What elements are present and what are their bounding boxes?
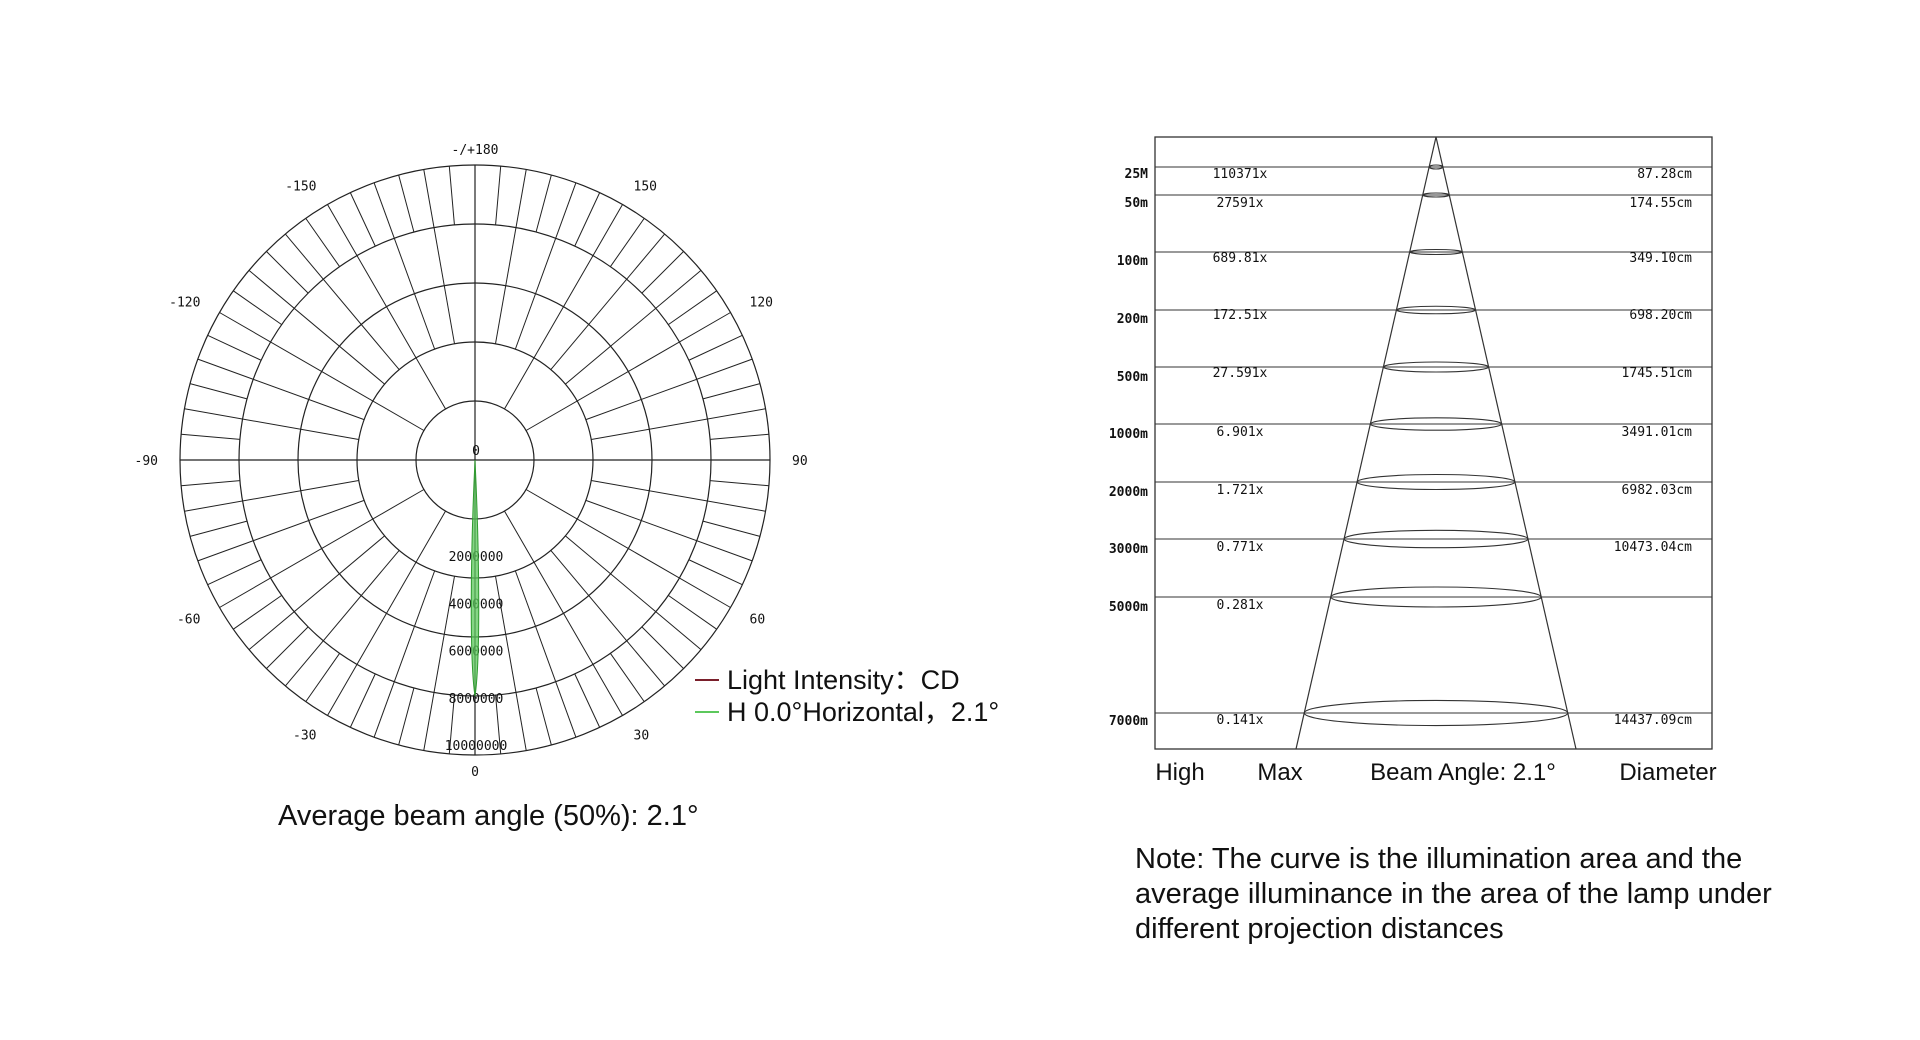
legend-label: Light Intensity：CD bbox=[727, 665, 960, 695]
radial-grid-line bbox=[514, 570, 577, 738]
radial-grid-line bbox=[189, 383, 248, 400]
radial-grid-line bbox=[266, 626, 309, 669]
radial-grid-line bbox=[550, 550, 666, 687]
radial-grid-line bbox=[305, 218, 341, 267]
radial-grid-line bbox=[710, 480, 769, 487]
angle-tick-label: -150 bbox=[285, 179, 316, 194]
angle-tick-label: -90 bbox=[135, 454, 158, 469]
angle-tick-label: -120 bbox=[169, 296, 200, 311]
average-beam-angle-caption: Average beam angle (50%): 2.1° bbox=[278, 800, 699, 832]
radial-grid-line bbox=[398, 687, 415, 746]
radial-grid-line bbox=[710, 433, 769, 440]
radial-tick-label: 0 bbox=[472, 444, 480, 459]
radial-grid-line bbox=[641, 626, 684, 669]
angle-tick-label: 150 bbox=[634, 179, 657, 194]
angle-tick-label: -/+180 bbox=[452, 143, 499, 158]
radial-grid-line bbox=[565, 535, 702, 651]
radial-grid-line bbox=[248, 535, 385, 651]
angle-tick-label: -30 bbox=[293, 729, 316, 744]
radial-grid-line bbox=[688, 559, 743, 586]
radial-grid-line bbox=[349, 192, 376, 247]
radial-grid-line bbox=[181, 480, 240, 487]
cone-note: Note: The curve is the illumination area… bbox=[1135, 843, 1772, 945]
radial-grid-line bbox=[494, 576, 527, 751]
radial-grid-line bbox=[585, 499, 753, 562]
radial-grid-line bbox=[609, 218, 645, 267]
radial-grid-line bbox=[495, 695, 502, 754]
radial-grid-line bbox=[668, 290, 717, 326]
radial-grid-line bbox=[197, 499, 365, 562]
radial-grid-line bbox=[535, 174, 552, 233]
radial-tick-label: 10000000 bbox=[445, 739, 508, 754]
radial-grid-line bbox=[423, 169, 456, 344]
radial-grid-line bbox=[641, 251, 684, 294]
radial-grid-line bbox=[668, 594, 717, 630]
radial-grid-line bbox=[550, 233, 666, 370]
radial-grid-line bbox=[535, 687, 552, 746]
radial-grid-line bbox=[495, 166, 502, 225]
radial-grid-line bbox=[565, 269, 702, 385]
legend-label: H 0.0°Horizontal，2.1° bbox=[727, 697, 999, 727]
radial-grid-line bbox=[197, 358, 365, 421]
radial-grid-line bbox=[398, 174, 415, 233]
radial-grid-line bbox=[181, 433, 240, 440]
radial-grid-line bbox=[591, 479, 766, 512]
radial-grid-line bbox=[184, 479, 359, 512]
radial-grid-line bbox=[494, 169, 527, 344]
radial-grid-line bbox=[574, 192, 601, 247]
radial-grid-line bbox=[189, 520, 248, 537]
radial-grid-line bbox=[609, 653, 645, 702]
angle-tick-label: 60 bbox=[750, 613, 766, 628]
radial-grid-line bbox=[349, 673, 376, 728]
radial-grid-line bbox=[284, 233, 400, 370]
angle-tick-label: 120 bbox=[750, 296, 773, 311]
radial-grid-line bbox=[373, 182, 436, 350]
angle-tick-label: 30 bbox=[634, 729, 650, 744]
radial-grid-line bbox=[423, 576, 456, 751]
beam-lobe bbox=[470, 459, 480, 697]
radial-grid-line bbox=[207, 334, 262, 361]
radial-grid-line bbox=[233, 594, 282, 630]
radial-grid-line bbox=[305, 653, 341, 702]
radial-grid-line bbox=[448, 166, 455, 225]
angle-tick-label: 0 bbox=[471, 765, 479, 780]
angle-tick-label: 90 bbox=[792, 454, 808, 469]
radial-grid-line bbox=[373, 570, 436, 738]
angle-tick-label: -60 bbox=[177, 613, 200, 628]
radial-grid-line bbox=[207, 559, 262, 586]
radial-grid-line bbox=[233, 290, 282, 326]
polar-ring bbox=[179, 164, 771, 756]
radial-grid-line bbox=[688, 334, 743, 361]
radial-grid-line bbox=[585, 358, 753, 421]
radial-grid-line bbox=[266, 251, 309, 294]
radial-grid-line bbox=[514, 182, 577, 350]
radial-grid-line bbox=[702, 520, 761, 537]
radial-grid-line bbox=[448, 695, 455, 754]
radial-grid-line bbox=[248, 269, 385, 385]
radial-grid-line bbox=[284, 550, 400, 687]
radial-grid-line bbox=[591, 408, 766, 441]
radial-grid-line bbox=[184, 408, 359, 441]
radial-tick-label: 8000000 bbox=[449, 692, 504, 707]
radial-grid-line bbox=[702, 383, 761, 400]
radial-grid-line bbox=[574, 673, 601, 728]
